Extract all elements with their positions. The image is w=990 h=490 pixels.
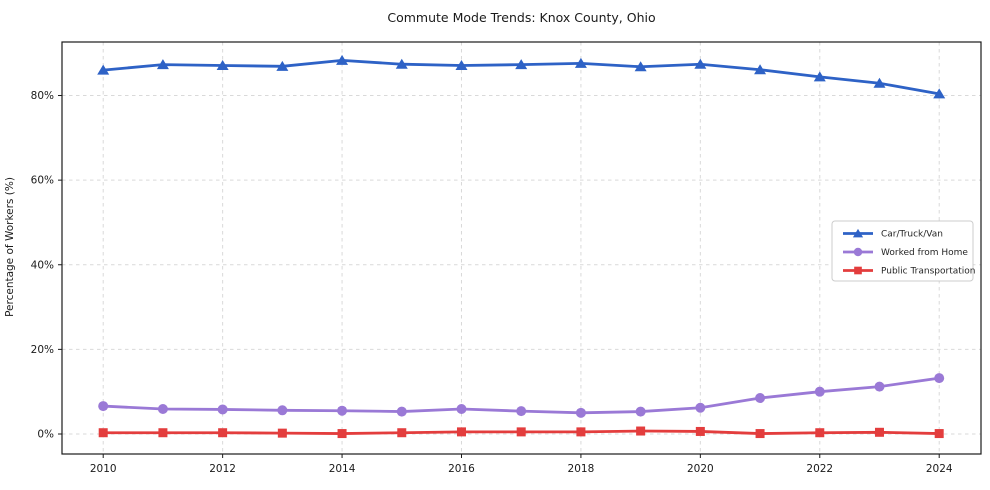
legend-label: Public Transportation xyxy=(881,267,975,277)
circle-marker xyxy=(635,406,646,417)
x-tick-label: 2022 xyxy=(806,463,833,475)
x-tick-label: 2016 xyxy=(448,463,475,475)
square-marker xyxy=(755,429,765,439)
triangle-marker xyxy=(694,58,707,69)
triangle-marker xyxy=(933,88,946,99)
square-marker xyxy=(815,428,825,438)
square-marker xyxy=(337,429,347,439)
x-tick-label: 2014 xyxy=(329,463,356,475)
x-tick-label: 2018 xyxy=(568,463,595,475)
square-marker xyxy=(516,427,526,437)
y-tick-label: 0% xyxy=(37,428,54,440)
x-tick-label: 2020 xyxy=(687,463,714,475)
square-marker xyxy=(397,428,407,438)
square-marker xyxy=(576,427,586,437)
circle-marker xyxy=(396,406,407,417)
legend-box xyxy=(831,220,974,282)
y-tick-label: 80% xyxy=(31,90,54,102)
square-marker xyxy=(218,428,228,438)
circle-marker xyxy=(934,373,945,384)
triangle-marker xyxy=(754,64,767,75)
x-tick-label: 2012 xyxy=(209,463,236,475)
y-tick-label: 60% xyxy=(31,175,54,187)
triangle-marker xyxy=(97,64,110,75)
circle-marker xyxy=(695,402,706,413)
triangle-marker xyxy=(574,57,587,68)
chart-title: Commute Mode Trends: Knox County, Ohio xyxy=(387,10,656,25)
triangle-marker xyxy=(634,61,647,72)
triangle-marker xyxy=(336,54,349,65)
triangle-marker xyxy=(156,59,169,70)
circle-marker xyxy=(755,393,766,404)
legend-label: Car/Truck/Van xyxy=(881,230,943,240)
legend-label: Worked from Home xyxy=(881,248,968,258)
x-tick-label: 2024 xyxy=(926,463,953,475)
circle-marker xyxy=(217,404,228,415)
circle-marker xyxy=(874,381,885,392)
square-marker xyxy=(934,429,944,439)
triangle-marker xyxy=(395,58,408,69)
circle-marker xyxy=(157,404,168,415)
x-tick-label: 2010 xyxy=(90,463,117,475)
square-marker xyxy=(158,428,168,438)
square-marker xyxy=(636,426,646,436)
circle-marker xyxy=(456,404,467,415)
plot-background xyxy=(62,42,981,454)
y-tick-label: 40% xyxy=(31,259,54,271)
circle-marker xyxy=(575,407,586,418)
triangle-marker xyxy=(873,77,886,88)
circle-marker xyxy=(516,406,527,417)
circle-marker xyxy=(814,386,825,397)
triangle-marker xyxy=(276,60,289,71)
square-marker xyxy=(695,426,705,436)
square-marker xyxy=(854,266,862,275)
plot-frame xyxy=(61,41,982,455)
triangle-marker xyxy=(813,71,826,82)
y-tick-label: 20% xyxy=(31,344,54,356)
circle-marker xyxy=(98,401,109,412)
square-marker xyxy=(456,427,466,437)
triangle-marker xyxy=(515,59,528,70)
triangle-marker xyxy=(852,228,864,238)
square-marker xyxy=(98,428,108,438)
circle-marker xyxy=(337,405,348,416)
triangle-marker xyxy=(216,59,229,70)
circle-marker xyxy=(853,247,863,257)
y-axis-label: Percentage of Workers (%) xyxy=(4,177,16,317)
square-marker xyxy=(874,427,884,437)
triangle-marker xyxy=(455,59,468,70)
circle-marker xyxy=(277,405,288,416)
square-marker xyxy=(277,428,287,438)
